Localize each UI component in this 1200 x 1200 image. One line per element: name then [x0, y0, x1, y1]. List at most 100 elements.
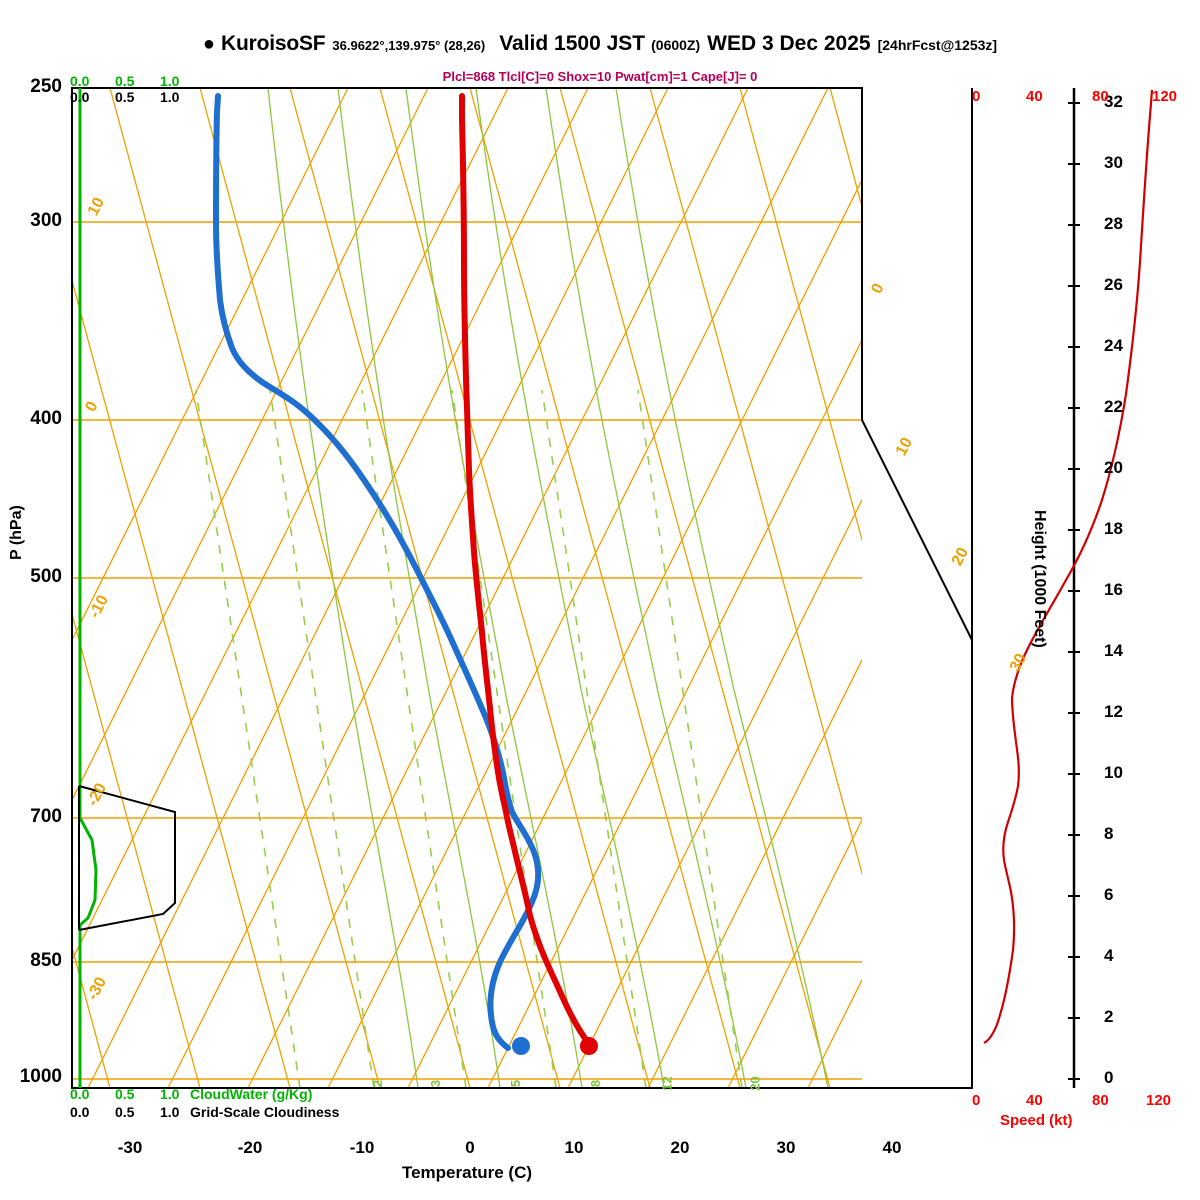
wind-barb	[971, 572, 972, 574]
wind-barb	[971, 829, 972, 831]
pressure-tick-700: 700	[30, 806, 62, 827]
height-tick-10: 10	[1104, 763, 1123, 782]
height-tick-12: 12	[1104, 702, 1123, 721]
cloudwater-tick-0: 0.0	[70, 73, 90, 89]
speed-tick-bot-120: 120	[1146, 1092, 1172, 1109]
speed-axis	[1068, 88, 1080, 1088]
station-coordinates: 36.9622°,139.975° (28,26)	[332, 38, 486, 53]
title-bar: ● KuroisoSF 36.9622°,139.975° (28,26) Va…	[0, 32, 1200, 68]
cloudiness-bottom-tick-2: 1.0	[160, 1104, 180, 1120]
cloudwater-bottom-tick-2: 1.0	[160, 1086, 180, 1102]
pressure-tick-500: 500	[30, 566, 62, 587]
wind-barb	[971, 1031, 972, 1033]
wind-barb	[971, 700, 972, 702]
cloudwater-bottom-tick-1: 0.5	[115, 1086, 135, 1102]
cloudwater-axis-label: CloudWater (g/Kg)	[190, 1086, 313, 1102]
wind-barb	[971, 426, 972, 428]
wind-barb	[971, 809, 972, 810]
height-tick-2: 2	[1104, 1007, 1114, 1026]
wind-barb	[972, 856, 1030, 874]
cloudiness-tick-2: 1.0	[160, 89, 180, 105]
height-axis-label: Height (1000 Feet)	[1031, 510, 1048, 648]
wind-barb-group	[971, 155, 1030, 1071]
wind-barb	[971, 329, 972, 331]
temperature-axis-label: Temperature (C)	[401, 1163, 533, 1182]
temperature-tick-neg10: -10	[349, 1138, 375, 1157]
temperature-tick-neg30: -30	[117, 1138, 143, 1157]
station-dot-icon: ●	[202, 33, 216, 55]
height-tick-4: 4	[1104, 946, 1114, 965]
speed-tick-top-120: 120	[1152, 88, 1178, 105]
speed-tick-top-40: 40	[1026, 88, 1043, 105]
wind-barb	[971, 1011, 972, 1013]
plot-frame	[71, 87, 973, 1089]
mixing-ratio-label-8: 8	[588, 1079, 604, 1088]
wind-barb	[971, 970, 972, 972]
forecast-info: [24hrFcst@1253z]	[877, 37, 998, 53]
speed-axis-label: Speed (kt)	[1000, 1112, 1073, 1129]
wind-barb	[971, 478, 972, 480]
surface-temperature-marker	[580, 1037, 598, 1055]
height-tick-0: 0	[1104, 1068, 1114, 1087]
speed-tick-bot-40: 40	[1026, 1092, 1043, 1109]
height-tick-14: 14	[1104, 641, 1123, 660]
pressure-tick-400: 400	[30, 408, 62, 429]
height-tick-20: 20	[1104, 458, 1123, 477]
surface-dewpoint-marker	[512, 1037, 530, 1055]
temperature-tick-20: 20	[670, 1138, 690, 1157]
speed-tick-bot-80: 80	[1092, 1092, 1109, 1109]
moist-adiabat-lines	[267, 88, 829, 1088]
valid-time-zulu: (0600Z)	[651, 37, 701, 53]
height-tick-30: 30	[1104, 153, 1123, 172]
height-tick-26: 26	[1104, 275, 1123, 294]
speed-tick-top-0: 0	[972, 88, 981, 105]
temperature-tick-10: 10	[564, 1138, 584, 1157]
temperature-tick-0: 0	[465, 1138, 475, 1157]
height-tick-24: 24	[1104, 336, 1123, 355]
mixing-ratio-label-12: 12	[659, 1076, 675, 1091]
cloudiness-tick-0: 0.0	[70, 89, 90, 105]
temperature-tick-30: 30	[776, 1138, 796, 1157]
wind-barb	[971, 218, 972, 220]
valid-time: Valid 1500 JST	[499, 32, 646, 55]
isobar-lines	[72, 221, 862, 1080]
pressure-tick-850: 850	[30, 950, 62, 971]
wind-barb	[971, 527, 972, 528]
wind-barb	[971, 776, 972, 778]
pressure-tick-1000: 1000	[19, 1066, 62, 1087]
wind-barb	[971, 615, 972, 617]
mixing-ratio-label-5: 5	[508, 1079, 524, 1088]
cloudwater-tick-2: 1.0	[160, 73, 180, 89]
height-tick-6: 6	[1104, 885, 1114, 904]
dry-adiabat-lines	[72, 88, 862, 1088]
cloudwater-tick-1: 0.5	[115, 73, 135, 89]
height-tick-16: 16	[1104, 580, 1123, 599]
height-tick-32: 32	[1104, 92, 1123, 111]
wind-barb	[971, 742, 972, 744]
wind-barb	[971, 949, 972, 951]
pressure-tick-300: 300	[30, 210, 62, 231]
pressure-tick-250: 250	[30, 76, 62, 97]
grid-scale-cloudiness-curve	[78, 785, 176, 931]
height-tick-22: 22	[1104, 397, 1123, 416]
height-tick-28: 28	[1104, 214, 1123, 233]
wind-barb	[971, 927, 972, 928]
wind-barb	[971, 379, 972, 381]
pressure-axis-label: P (hPa)	[8, 505, 25, 560]
speed-tick-top-80: 80	[1092, 88, 1109, 105]
cloudiness-tick-1: 0.5	[115, 89, 135, 105]
wind-barb	[971, 155, 972, 157]
wind-barb	[971, 276, 972, 278]
temperature-tick-40: 40	[882, 1138, 902, 1157]
valid-date: WED 3 Dec 2025	[707, 32, 871, 55]
temperature-trace	[459, 93, 598, 1055]
height-tick-18: 18	[1104, 519, 1123, 538]
cloudwater-bottom-tick-0: 0.0	[70, 1086, 90, 1102]
station-name: KuroisoSF	[221, 32, 326, 55]
speed-tick-bot-0: 0	[972, 1092, 981, 1109]
temperature-tick-neg20: -20	[237, 1138, 263, 1157]
cloudiness-bottom-tick-0: 0.0	[70, 1104, 90, 1120]
wind-barb	[971, 904, 972, 905]
mixing-ratio-label-3: 3	[428, 1079, 444, 1088]
